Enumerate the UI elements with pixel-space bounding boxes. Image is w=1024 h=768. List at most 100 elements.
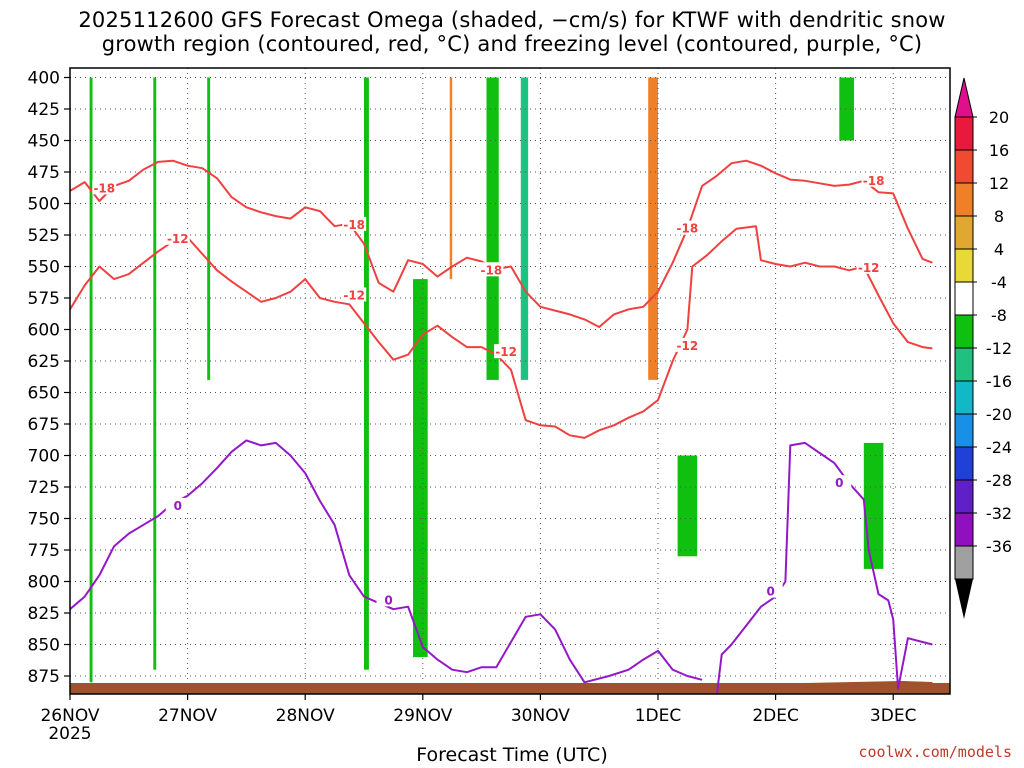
y-tick-label: 650 — [28, 384, 60, 404]
site-credit[interactable]: coolwx.com/models — [858, 743, 1012, 761]
dgz-contour-line — [70, 159, 933, 328]
y-tick-label: 725 — [28, 478, 60, 498]
colorbar-swatch — [954, 248, 974, 283]
y-tick-label: 775 — [28, 541, 60, 561]
y-tick-label: 475 — [28, 163, 60, 183]
contour-label-bg — [92, 180, 117, 195]
y-tick-label: 575 — [28, 289, 60, 309]
colorbar-swatch — [954, 314, 974, 349]
colorbar-swatch — [954, 182, 974, 217]
colorbar-label: 16 — [989, 141, 1009, 160]
colorbar-label: -12 — [986, 339, 1012, 358]
y-tick-label: 525 — [28, 226, 60, 246]
contour-label: -18 — [93, 181, 115, 195]
colorbar-label: -36 — [986, 537, 1012, 556]
omega-shading-band — [648, 77, 658, 380]
contour-label-bg — [861, 172, 886, 187]
colorbar-label: 20 — [989, 108, 1009, 127]
omega-shading-band — [863, 442, 884, 569]
contour-label-bg — [342, 216, 367, 231]
y-tick-label: 850 — [28, 636, 60, 656]
x-tick-label: 26NOV — [40, 706, 99, 726]
colorbar-swatch — [954, 215, 974, 250]
x-tick-label: 1DEC — [635, 706, 682, 726]
x-tick-label: 29NOV — [393, 706, 452, 726]
colorbar-swatch — [954, 446, 974, 481]
plot-area: -18 -18 -18 -18 -18 -12 -12 -12 -12 -12 0 0 0 0 — [70, 68, 950, 694]
x-tick-label: 30NOV — [511, 706, 570, 726]
colorbar-label: -8 — [991, 306, 1007, 325]
x-tick-label: 27NOV — [158, 706, 217, 726]
omega-shading-band — [449, 77, 453, 280]
colorbar-label: -20 — [986, 405, 1012, 424]
contour-label-bg — [758, 583, 783, 598]
y-tick-label: 700 — [28, 447, 60, 467]
colorbar-label: -24 — [986, 438, 1012, 457]
contour-label: -12 — [495, 345, 517, 359]
colorbar-swatch — [954, 512, 974, 547]
y-tick-label: 625 — [28, 352, 60, 372]
y-tick-label: 500 — [28, 195, 60, 215]
colorbar-swatch — [954, 149, 974, 184]
contour-label-bg — [479, 262, 504, 277]
y-tick-label: 675 — [28, 415, 60, 435]
dgz-contour-line — [70, 225, 933, 439]
contour-label: 0 — [384, 593, 392, 607]
omega-shading-band — [364, 77, 369, 670]
y-tick-label: 800 — [28, 573, 60, 593]
colorbar-bottom-arrow — [955, 579, 973, 619]
y-tick-label: 550 — [28, 258, 60, 278]
colorbar-label: -16 — [986, 372, 1012, 391]
colorbar-label: -28 — [986, 471, 1012, 490]
contour-label: -12 — [677, 339, 699, 353]
contour-label: 0 — [767, 585, 775, 599]
x-tick-label: 2DEC — [752, 706, 799, 726]
colorbar-swatch — [954, 380, 974, 415]
contour-label: -18 — [677, 222, 699, 236]
colorbar-label: -32 — [986, 504, 1012, 523]
x-tick-label: 28NOV — [276, 706, 335, 726]
contour-label-bg — [342, 287, 367, 302]
contour-label: -18 — [343, 218, 365, 232]
omega-shading-band — [677, 455, 698, 557]
contour-label: -12 — [167, 232, 189, 246]
x-tick-sublabel: 2025 — [48, 724, 91, 744]
contour-label-bg — [675, 337, 700, 352]
colorbar-label: 12 — [989, 174, 1009, 193]
x-tick-label: 3DEC — [870, 706, 917, 726]
contour-label: -12 — [858, 261, 880, 275]
contour-label: 0 — [174, 499, 182, 513]
plot-frame — [69, 67, 951, 695]
contour-label-bg — [494, 344, 519, 359]
contour-label-bg — [165, 230, 190, 245]
contour-label: -12 — [343, 288, 365, 302]
omega-shading-band — [486, 77, 499, 380]
colorbar-swatch — [954, 347, 974, 382]
contour-label: -18 — [863, 174, 885, 188]
colorbar-swatch — [954, 116, 974, 151]
colorbar-swatch — [954, 413, 974, 448]
colorbar-swatch — [954, 479, 974, 514]
colorbar-label: 4 — [994, 240, 1004, 259]
colorbar-swatch — [954, 281, 974, 316]
y-tick-label: 875 — [28, 667, 60, 687]
contour-label-bg — [856, 259, 881, 274]
contour-label: 0 — [835, 476, 843, 490]
contour-label-bg — [165, 497, 190, 512]
y-tick-label: 425 — [28, 100, 60, 120]
y-tick-label: 600 — [28, 321, 60, 341]
freezing-level-line — [715, 441, 933, 694]
omega-shading-band — [89, 77, 93, 683]
y-tick-label: 750 — [28, 510, 60, 530]
chart-title-line-2: growth region (contoured, red, °C) and f… — [101, 32, 923, 56]
colorbar-label: -4 — [991, 273, 1007, 292]
colorbar-top-arrow — [954, 77, 974, 118]
y-tick-label: 825 — [28, 604, 60, 624]
y-tick-label: 450 — [28, 132, 60, 152]
contour-label-bg — [376, 592, 401, 607]
plot-background — [70, 68, 950, 694]
x-axis-title: Forecast Time (UTC) — [416, 744, 608, 766]
chart-title-line-1: 2025112600 GFS Forecast Omega (shaded, −… — [78, 8, 946, 32]
colorbar-label: 8 — [994, 207, 1004, 226]
